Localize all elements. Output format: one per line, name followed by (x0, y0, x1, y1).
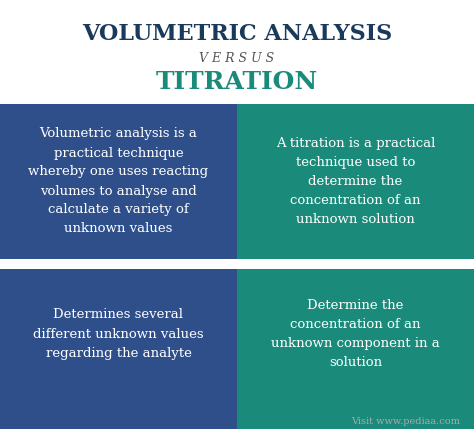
Text: Volumetric analysis is a
practical technique
whereby one uses reacting
volumes t: Volumetric analysis is a practical techn… (28, 128, 209, 236)
Circle shape (440, 260, 447, 267)
Circle shape (27, 260, 34, 267)
Circle shape (102, 260, 109, 267)
Bar (0, 104, 237, 259)
Bar (237, 104, 474, 259)
Circle shape (77, 260, 84, 267)
Circle shape (1, 260, 9, 267)
Circle shape (227, 260, 234, 267)
Circle shape (127, 260, 134, 267)
Text: VOLUMETRIC ANALYSIS: VOLUMETRIC ANALYSIS (82, 23, 392, 45)
Circle shape (164, 260, 172, 267)
Text: TITRATION: TITRATION (156, 70, 318, 94)
Circle shape (89, 260, 96, 267)
Circle shape (202, 260, 209, 267)
Circle shape (453, 260, 460, 267)
Circle shape (52, 260, 59, 267)
Circle shape (465, 260, 473, 267)
Circle shape (39, 260, 46, 267)
Text: Determines several
different unknown values
regarding the analyte: Determines several different unknown val… (33, 309, 204, 359)
Circle shape (340, 260, 347, 267)
Circle shape (139, 260, 146, 267)
Circle shape (240, 260, 247, 267)
Text: Determine the
concentration of an
unknown component in a
solution: Determine the concentration of an unknow… (271, 299, 440, 369)
Text: Visit www.pediaa.com: Visit www.pediaa.com (351, 418, 460, 427)
Circle shape (328, 260, 335, 267)
Bar (0, 269, 237, 429)
Circle shape (302, 260, 310, 267)
Circle shape (403, 260, 410, 267)
Circle shape (64, 260, 71, 267)
Circle shape (353, 260, 360, 267)
Circle shape (277, 260, 284, 267)
Circle shape (114, 260, 121, 267)
Circle shape (215, 260, 222, 267)
Text: V E R S U S: V E R S U S (200, 53, 274, 66)
Circle shape (378, 260, 385, 267)
Circle shape (390, 260, 397, 267)
Circle shape (190, 260, 197, 267)
Circle shape (14, 260, 21, 267)
Circle shape (152, 260, 159, 267)
Bar (237, 269, 474, 429)
Circle shape (177, 260, 184, 267)
Circle shape (415, 260, 422, 267)
Circle shape (428, 260, 435, 267)
Circle shape (290, 260, 297, 267)
Circle shape (365, 260, 372, 267)
Circle shape (315, 260, 322, 267)
Circle shape (265, 260, 272, 267)
Circle shape (252, 260, 259, 267)
Text: A titration is a practical
technique used to
determine the
concentration of an
u: A titration is a practical technique use… (276, 137, 435, 226)
